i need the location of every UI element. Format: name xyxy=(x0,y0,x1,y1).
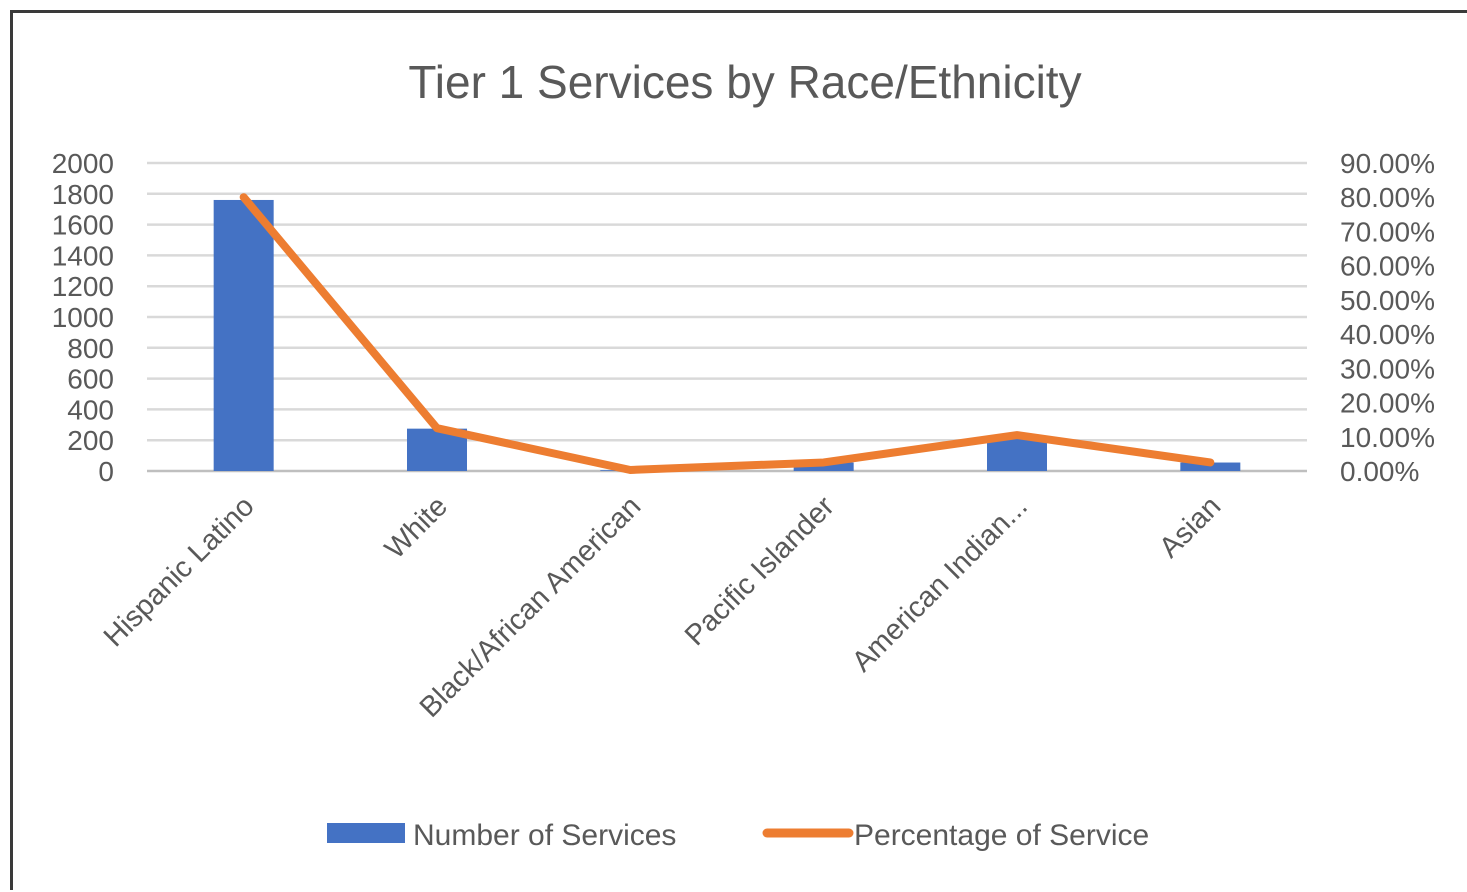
right-tick-label: 60.00% xyxy=(1340,251,1435,282)
left-tick-label: 1600 xyxy=(52,210,114,241)
left-tick-label: 1000 xyxy=(52,302,114,333)
bar xyxy=(213,199,274,471)
category-label: White xyxy=(379,490,454,565)
category-label: Black/African American xyxy=(414,490,647,723)
right-tick-label: 20.00% xyxy=(1340,388,1435,419)
right-tick-label: 10.00% xyxy=(1340,422,1435,453)
legend: Number of Services Percentage of Service xyxy=(327,819,1149,852)
bar xyxy=(1180,462,1241,471)
right-tick-label: 30.00% xyxy=(1340,353,1435,384)
legend-label-percentage-of-service: Percentage of Service xyxy=(854,819,1149,852)
category-label: American Indian... xyxy=(846,490,1034,678)
left-tick-label: 0 xyxy=(98,456,114,487)
left-tick-label: 800 xyxy=(67,333,114,364)
bar xyxy=(793,462,854,471)
line-point xyxy=(1016,434,1018,436)
line-point xyxy=(629,469,631,471)
left-tick-label: 600 xyxy=(67,364,114,395)
right-tick-label: 40.00% xyxy=(1340,319,1435,350)
line-series xyxy=(239,193,1215,474)
right-tick-label: 90.00% xyxy=(1340,148,1435,179)
bar-series xyxy=(213,199,1241,471)
right-tick-label: 80.00% xyxy=(1340,182,1435,213)
left-tick-label: 1800 xyxy=(52,179,114,210)
right-tick-label: 70.00% xyxy=(1340,216,1435,247)
category-label: Hispanic Latino xyxy=(98,490,261,653)
left-tick-label: 200 xyxy=(67,425,114,456)
right-tick-label: 0.00% xyxy=(1340,456,1419,487)
legend-swatch-number-of-services xyxy=(327,823,405,843)
line-point xyxy=(823,461,825,463)
left-tick-label: 400 xyxy=(67,394,114,425)
gridlines xyxy=(147,161,1307,473)
line-point xyxy=(1209,461,1211,463)
legend-label-number-of-services: Number of Services xyxy=(413,819,676,852)
category-label: Asian xyxy=(1153,490,1227,564)
left-tick-label: 2000 xyxy=(52,148,114,179)
right-axis: 0.00%10.00%20.00% 30.00%40.00%50.00%60.00… xyxy=(1340,148,1435,487)
chart-title: Tier 1 Services by Race/Ethnicity xyxy=(408,56,1081,108)
left-tick-label: 1200 xyxy=(52,271,114,302)
right-tick-label: 50.00% xyxy=(1340,285,1435,316)
left-tick-label: 1400 xyxy=(52,240,114,271)
percentage-line xyxy=(239,193,1215,474)
line-point xyxy=(436,427,438,429)
category-label: Pacific Islander xyxy=(679,490,841,652)
line-point xyxy=(243,196,245,198)
